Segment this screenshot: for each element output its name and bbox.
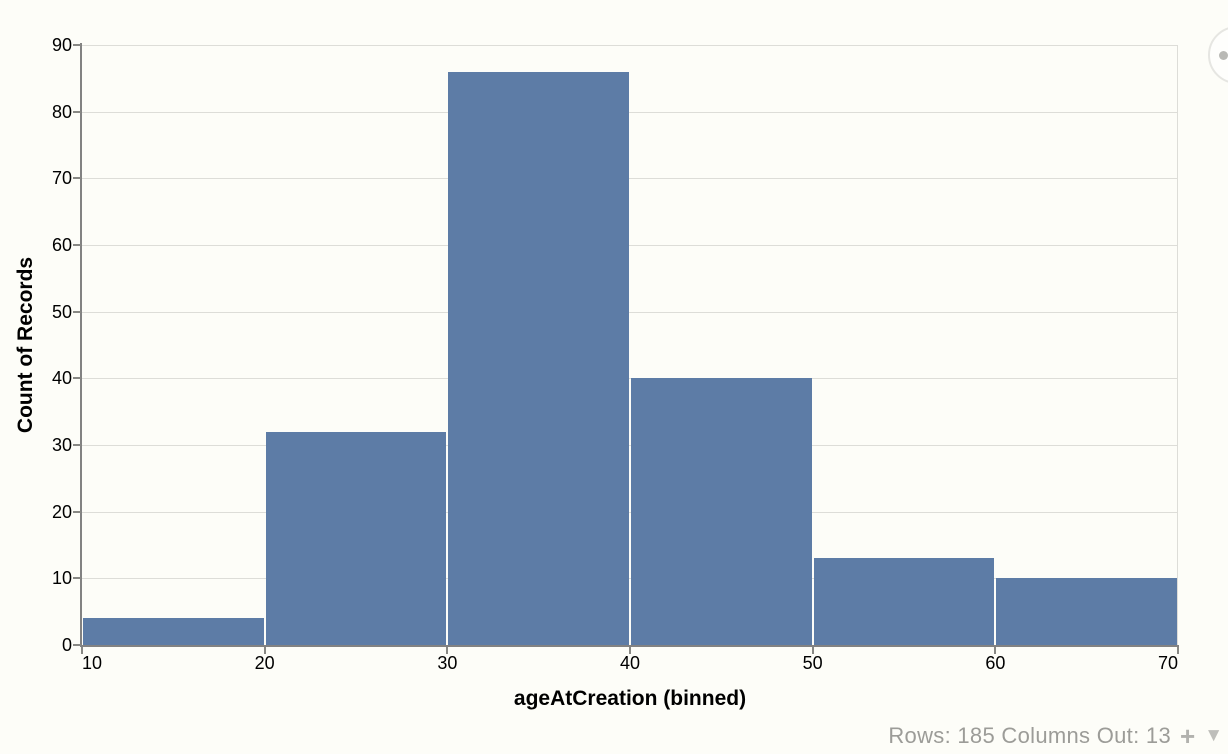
x-tick-label: 50 [802,653,823,673]
y-tick-label: 10 [51,568,72,589]
x-tick-label: 30 [437,653,458,673]
y-tick-mark [73,244,81,246]
y-tick-mark [73,377,81,380]
x-tick-label: 40 [619,653,641,673]
y-tick-label: 0 [61,635,72,655]
x-tick-mark [81,647,83,654]
y-axis-line [80,43,82,647]
x-tick-label: 70 [1157,653,1178,673]
y-tick-label: 80 [51,101,72,122]
x-axis-labels: 10 20 30 40 50 60 70 [82,652,1178,676]
chart-menu-button[interactable] [1208,26,1228,84]
dropdown-triangle-icon[interactable]: ▼ [1204,725,1223,746]
footer-status-bar: Rows: 185 Columns Out: 13 + ▼ [888,721,1223,751]
histogram-bar[interactable] [265,431,447,645]
x-tick-mark [629,647,631,654]
y-tick-label: 60 [51,235,72,255]
histogram-bar[interactable] [631,378,812,645]
y-tick-label: 20 [51,501,72,522]
y-tick-mark [73,577,81,580]
plot-area [82,45,1178,645]
x-tick-label: 20 [254,653,275,673]
y-tick-mark [73,177,81,180]
x-axis-line [80,645,1179,647]
rows-columns-status: Rows: 185 Columns Out: 13 [888,723,1171,748]
y-tick-label: 40 [51,368,72,389]
y-tick-label: 30 [51,435,72,455]
x-tick-mark [446,647,449,654]
x-tick-mark [994,647,997,654]
y-tick-label: 70 [51,168,72,189]
x-tick-mark [1177,647,1179,654]
x-tick-mark [263,647,266,654]
histogram-bar[interactable] [448,71,629,645]
gridline [82,445,1177,446]
y-tick-label: 50 [51,301,72,322]
gridline [82,511,1177,513]
x-tick-label: 10 [82,653,103,673]
y-tick-mark [73,310,81,313]
gridline [82,378,1177,380]
y-tick-mark [73,444,81,446]
gridline [82,111,1177,113]
y-tick-mark [73,44,81,46]
gridline [82,311,1177,313]
y-tick-mark [73,110,81,113]
x-tick-label: 60 [985,653,1006,673]
y-tick-mark [73,644,81,646]
gridline [82,578,1177,580]
y-tick-label: 90 [51,35,72,55]
histogram-bar[interactable] [996,578,1177,645]
y-axis-labels: 0 10 20 30 40 50 60 70 80 90 [0,35,72,655]
gridline [82,45,1177,46]
gridline [82,245,1177,246]
y-tick-mark [73,510,81,513]
x-tick-mark [811,647,814,654]
ellipsis-icon [1219,51,1228,60]
plus-icon[interactable]: + [1180,721,1196,751]
gridline [82,178,1177,180]
histogram-bar[interactable] [813,558,995,645]
histogram-bar[interactable] [83,618,264,645]
x-axis-title: ageAtCreation (binned) [513,687,747,710]
